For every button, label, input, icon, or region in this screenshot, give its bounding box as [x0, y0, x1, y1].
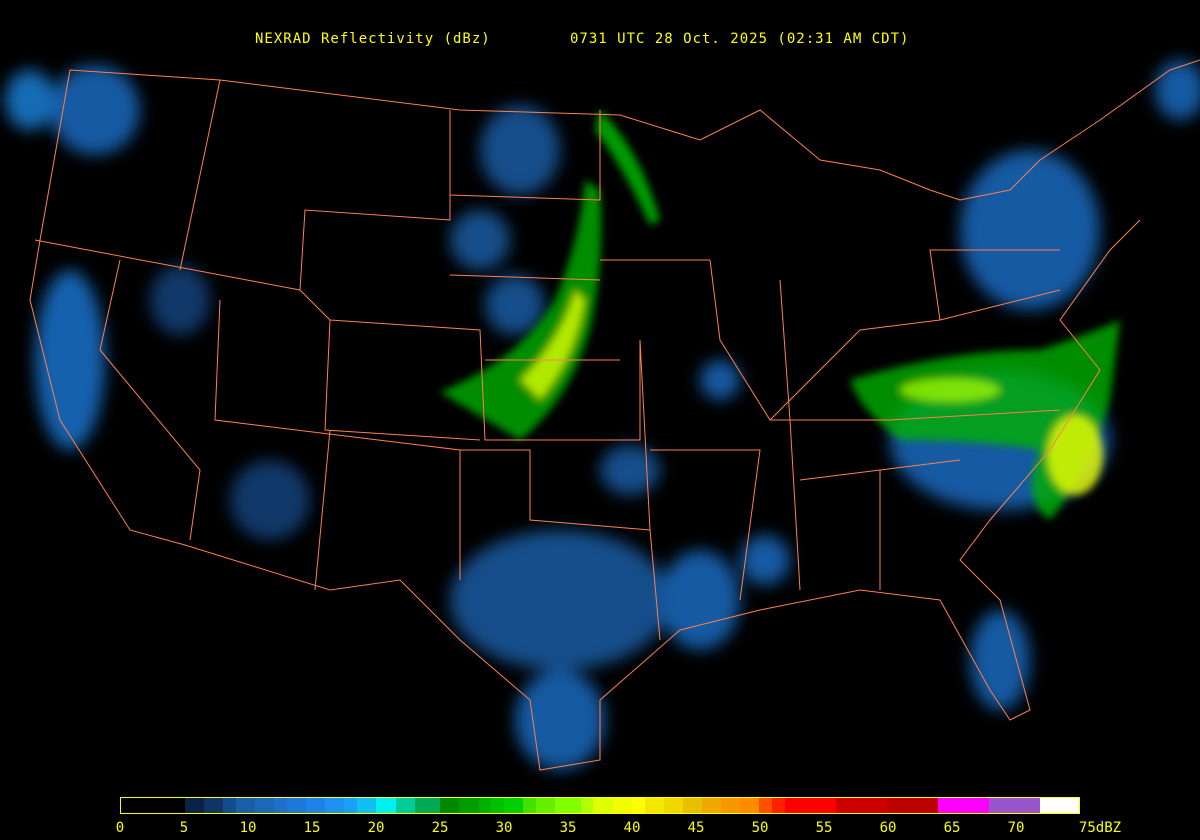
reflectivity-colorbar [120, 797, 1080, 814]
colorbar-tick-label: 70 [1007, 820, 1025, 836]
colorbar-bin [989, 798, 1041, 813]
colorbar-bin [772, 798, 786, 813]
colorbar-bin [325, 798, 345, 813]
colorbar-tick-label: 30 [495, 820, 513, 836]
valid-time: 0731 UTC 28 Oct. 2025 (02:31 AM CDT) [570, 31, 910, 47]
colorbar-bin [357, 798, 377, 813]
colorbar-bin [536, 798, 556, 813]
state-borders [29, 59, 1200, 771]
colorbar-tick-label: 65 [943, 820, 961, 836]
us-outline [29, 59, 1200, 771]
colorbar-bin [459, 798, 479, 813]
colorbar-bin [491, 798, 505, 813]
colorbar-bin [631, 798, 645, 813]
colorbar-bin [702, 798, 722, 813]
colorbar-bin [759, 798, 773, 813]
colorbar-tick-label: 35 [559, 820, 577, 836]
colorbar-bin [255, 798, 275, 813]
colorbar-tick-label: 55 [815, 820, 833, 836]
colorbar-tick-label: 5 [179, 820, 189, 836]
colorbar-bin [663, 798, 683, 813]
colorbar-bin [306, 798, 326, 813]
colorbar-bin [395, 798, 415, 813]
colorbar-bin [204, 798, 224, 813]
colorbar-tick-label: 25 [431, 820, 449, 836]
radar-echoes-heavy [440, 110, 1120, 520]
colorbar-bin [523, 798, 537, 813]
colorbar-bin [836, 798, 888, 813]
colorbar-tick-label: 20 [367, 820, 385, 836]
colorbar-bin [938, 798, 990, 813]
product-title: NEXRAD Reflectivity (dBz) [255, 31, 491, 47]
colorbar-tick-label: 45 [687, 820, 705, 836]
colorbar-tick-label: 10 [239, 820, 257, 836]
colorbar-bin [478, 798, 492, 813]
colorbar-bin [740, 798, 760, 813]
colorbar-bin [612, 798, 632, 813]
colorbar-tick-label: 0 [115, 820, 125, 836]
colorbar-bin [184, 798, 205, 813]
colorbar-bin [593, 798, 613, 813]
colorbar-tick-label: 15 [303, 820, 321, 836]
colorbar-bin [121, 798, 185, 813]
colorbar-tick-label: 40 [623, 820, 641, 836]
colorbar-bin [887, 798, 939, 813]
colorbar-tick-label: 50 [751, 820, 769, 836]
colorbar-bin [235, 798, 256, 813]
colorbar-tick-label: 60 [879, 820, 897, 836]
colorbar-bin [376, 798, 396, 813]
colorbar-bin [721, 798, 741, 813]
colorbar-bin [682, 798, 703, 813]
colorbar-bin [785, 798, 837, 813]
colorbar-bin [440, 798, 460, 813]
colorbar-tick-label: 75dBZ [1078, 820, 1122, 836]
colorbar-bin [414, 798, 441, 813]
colorbar-bin [287, 798, 307, 813]
colorbar-bin [580, 798, 594, 813]
radar-echoes-light [5, 60, 1200, 770]
colorbar-bin [504, 798, 524, 813]
colorbar-bin [555, 798, 581, 813]
colorbar-bin [344, 798, 358, 813]
colorbar-bin [644, 798, 664, 813]
colorbar-bin [274, 798, 288, 813]
colorbar-bin [1040, 798, 1079, 813]
colorbar-bin [223, 798, 236, 813]
